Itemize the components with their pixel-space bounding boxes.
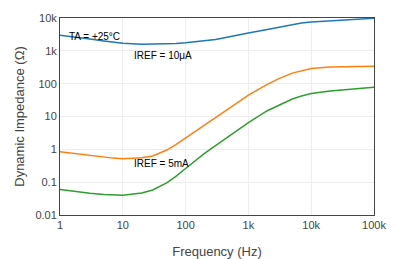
svg-text:TA = +25°C: TA = +25°C [69,31,120,42]
svg-text:10k: 10k [39,12,57,24]
svg-text:10k: 10k [302,219,320,231]
svg-text:0.1: 0.1 [42,176,57,188]
svg-text:1: 1 [51,143,57,155]
svg-text:100k: 100k [362,219,386,231]
svg-text:1k: 1k [45,45,57,57]
svg-text:0.01: 0.01 [35,209,56,221]
svg-text:Frequency (Hz): Frequency (Hz) [172,244,262,259]
svg-text:10: 10 [45,110,57,122]
svg-text:Dynamic Impedance (Ω): Dynamic Impedance (Ω) [12,46,27,187]
svg-text:10: 10 [117,219,129,231]
svg-text:IREF = 5mA: IREF = 5mA [134,158,189,169]
svg-text:100: 100 [176,219,194,231]
svg-text:1: 1 [57,219,63,231]
svg-text:IREF = 10μA: IREF = 10μA [134,50,192,61]
svg-text:100: 100 [38,78,56,90]
svg-text:1k: 1k [243,219,255,231]
